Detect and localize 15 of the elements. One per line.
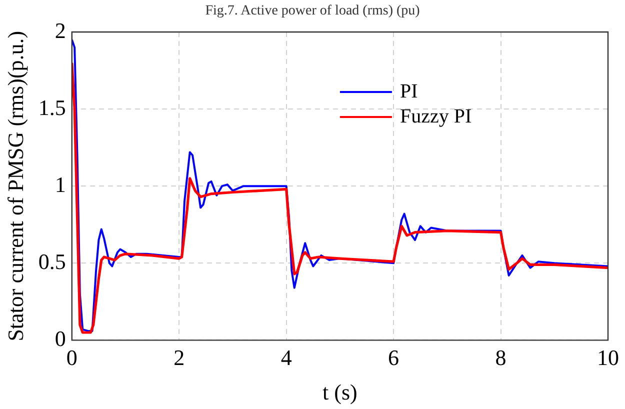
x-axis-title: t (s) <box>322 380 358 405</box>
x-tick-label: 8 <box>495 345 506 370</box>
legend-label: Fuzzy PI <box>400 105 472 128</box>
y-tick-label: 0.5 <box>38 248 66 274</box>
y-axis-title: Stator current of PMSG (rms)(p.u.) <box>2 30 28 342</box>
y-tick-label: 2 <box>54 18 66 43</box>
legend-label: PI <box>400 80 418 102</box>
x-tick-label: 10 <box>597 345 619 370</box>
y-tick-label: 1.5 <box>38 94 66 120</box>
x-tick-label: 2 <box>174 345 185 370</box>
y-tick-label: 0 <box>54 326 66 351</box>
caption: Fig.7. Active power of load (rms) (pu) <box>205 4 420 19</box>
x-tick-label: 4 <box>280 345 292 370</box>
x-tick-label: 6 <box>388 345 400 370</box>
y-tick-label: 1 <box>54 172 66 197</box>
